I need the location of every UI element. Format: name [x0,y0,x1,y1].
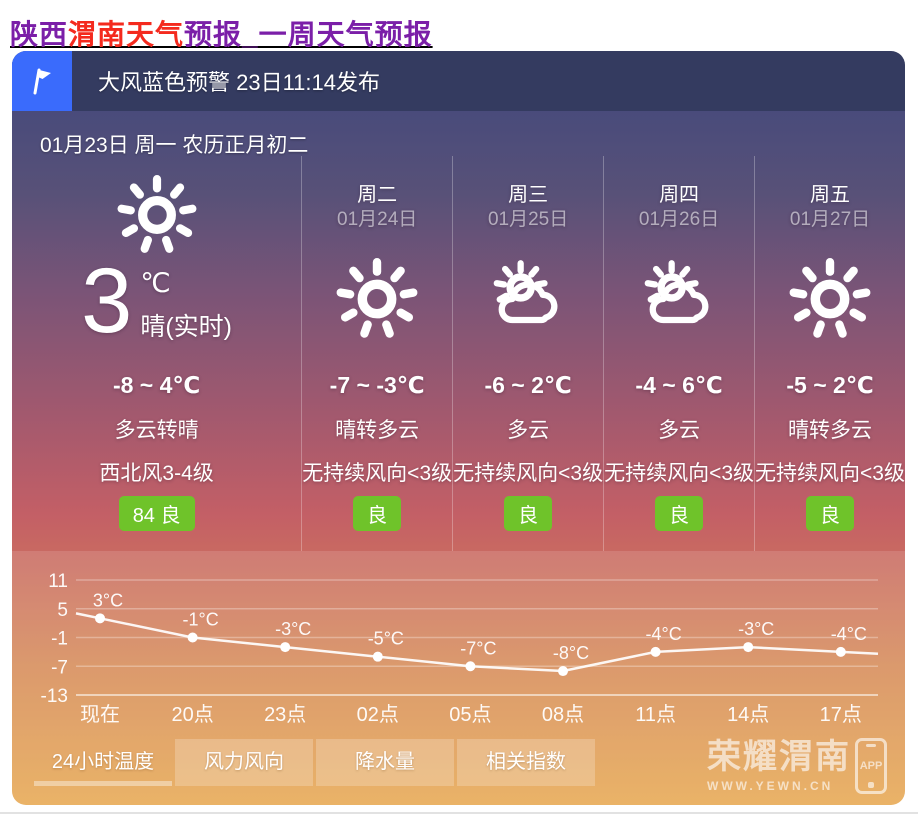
day-temp-range: -6 ~ 2℃ [484,371,572,398]
tab-indices[interactable]: 相关指数 [457,739,595,786]
page-divider [0,812,918,814]
day-name: 周三 [508,184,549,206]
svg-text:11点: 11点 [635,703,676,726]
svg-text:-1: -1 [51,629,68,650]
day-aqi-badge: 良 [655,496,704,531]
page-header: 陕西渭南天气预报_一周天气预报 [0,0,918,51]
current-condition: 晴(实时) [140,313,232,341]
day-condition: 多云 [507,419,550,442]
temperature-line-chart: 11 5 -1 -7 -13 3°C 现在 -1°C 20点 -3°C 23点 -5°C 02点 -7°C… [41,571,879,726]
svg-text:-3°C: -3°C [738,619,774,639]
day-condition: 晴转多云 [335,419,420,442]
day-aqi-badge: 良 [353,496,402,531]
today-column: 3 ℃ 晴(实时) -8 ~ 4℃ 多云转晴 西北风3-4级 84 良 [12,156,301,551]
sun-icon [116,156,198,256]
svg-text:20点: 20点 [171,703,213,726]
page-title-link[interactable]: 陕西渭南天气预报_一周天气预报 [10,19,433,50]
temp-unit: ℃ [140,268,171,298]
svg-text:14点: 14点 [727,703,769,726]
day-column-fri: 周五 01月27日 -5 ~ 2℃ 晴转多云 无持续风向<3级 良 [754,156,905,551]
today-temp-range: -8 ~ 4℃ [112,371,201,398]
tab-precipitation[interactable]: 降水量 [316,739,454,786]
svg-text:02点: 02点 [357,703,399,726]
tab-24h-temperature[interactable]: 24小时温度 [34,739,172,786]
title-highlight: 渭南天气 [68,19,185,50]
day-aqi-badge: 良 [806,496,855,531]
day-date: 01月25日 [487,209,569,230]
day-condition: 晴转多云 [788,419,873,442]
lower-section: 11 5 -1 -7 -13 3°C 现在 -1°C 20点 -3°C 23点 -5°C 02点 -7°C… [12,551,905,805]
title-prefix: 陕西 [10,19,69,50]
temperature-chart: 11 5 -1 -7 -13 3°C 现在 -1°C 20点 -3°C 23点 -5°C 02点 -7°C… [12,551,905,735]
day-wind: 无持续风向<3级 [453,462,604,485]
svg-text:-3°C: -3°C [275,619,311,639]
svg-text:-7: -7 [51,657,68,678]
svg-text:3°C: 3°C [93,590,123,610]
watermark-brand: 荣耀渭南 [707,738,851,777]
svg-text:-13: -13 [41,686,68,707]
weather-card: 大风蓝色预警 23日11:14发布 01月23日 周一 农历正月初二 3 ℃ 晴… [12,51,905,805]
chart-tabs: 24小时温度 风力风向 降水量 相关指数 荣耀渭南 WWW.YEWN.CN AP… [12,735,905,805]
svg-text:-5°C: -5°C [368,629,404,649]
current-temp: 3 [81,250,133,352]
alert-text: 大风蓝色预警 23日11:14发布 [98,70,381,95]
day-wind: 无持续风向<3级 [302,462,453,485]
day-name: 周五 [810,184,851,206]
day-temp-range: -4 ~ 6℃ [635,371,723,398]
day-wind: 无持续风向<3级 [755,462,905,485]
alert-flag-box [12,51,72,111]
clear-day-icon [335,257,419,341]
day-column-tue: 周二 01月24日 -7 ~ -3℃ 晴转多云 无持续风向<3级 良 [301,156,452,551]
day-column-wed: 周三 01月25日 -6 ~ 2℃ 多云 无持续风向<3级 良 [452,156,603,551]
svg-text:-7°C: -7°C [460,638,496,658]
clear-day-icon [788,257,872,341]
svg-text:11: 11 [48,571,68,592]
current-date: 01月23日 周一 农历正月初二 [40,134,309,157]
today-wind: 西北风3-4级 [99,462,214,485]
day-date: 01月26日 [638,209,720,230]
svg-text:23点: 23点 [264,703,306,726]
svg-text:现在: 现在 [80,703,120,726]
phone-app-icon: APP [855,738,887,794]
forecast-grid: 3 ℃ 晴(实时) -8 ~ 4℃ 多云转晴 西北风3-4级 84 良 周二 0… [12,156,905,551]
flag-icon [33,68,51,95]
day-date: 01月24日 [337,209,418,230]
svg-text:05点: 05点 [449,703,491,726]
today-condition: 多云转晴 [114,419,199,442]
day-aqi-badge: 良 [504,496,553,531]
day-condition: 多云 [658,419,701,442]
current-weather: 3 ℃ 晴(实时) [81,156,232,364]
day-wind: 无持续风向<3级 [604,462,755,485]
forecast-panel: 01月23日 周一 农历正月初二 3 ℃ 晴(实时) [12,111,905,805]
day-temp-range: -5 ~ 2℃ [786,371,874,398]
day-column-thu: 周四 01月26日 -4 ~ 6℃ 多云 无持续风向<3级 良 [603,156,754,551]
watermark: 荣耀渭南 WWW.YEWN.CN APP [707,738,887,794]
tab-wind[interactable]: 风力风向 [175,739,313,786]
partly-cloudy-icon [486,257,570,341]
svg-text:-4°C: -4°C [831,624,867,644]
watermark-url: WWW.YEWN.CN [707,778,834,793]
svg-text:17点: 17点 [820,703,862,726]
wind-alert-banner[interactable]: 大风蓝色预警 23日11:14发布 [12,51,905,111]
today-aqi-badge: 84 良 [118,496,195,531]
current-temp-block: 3 ℃ 晴(实时) [81,250,232,352]
day-name: 周四 [659,184,700,206]
svg-text:-4°C: -4°C [645,624,681,644]
title-suffix: 预报_一周天气预报 [184,19,433,50]
svg-text:5: 5 [57,600,68,621]
svg-text:-8°C: -8°C [553,643,589,663]
svg-text:-1°C: -1°C [182,610,218,630]
day-date: 01月27日 [789,209,871,230]
svg-text:08点: 08点 [542,703,584,726]
partly-cloudy-icon [637,257,721,341]
day-name: 周二 [357,184,398,206]
day-temp-range: -7 ~ -3℃ [329,371,425,398]
